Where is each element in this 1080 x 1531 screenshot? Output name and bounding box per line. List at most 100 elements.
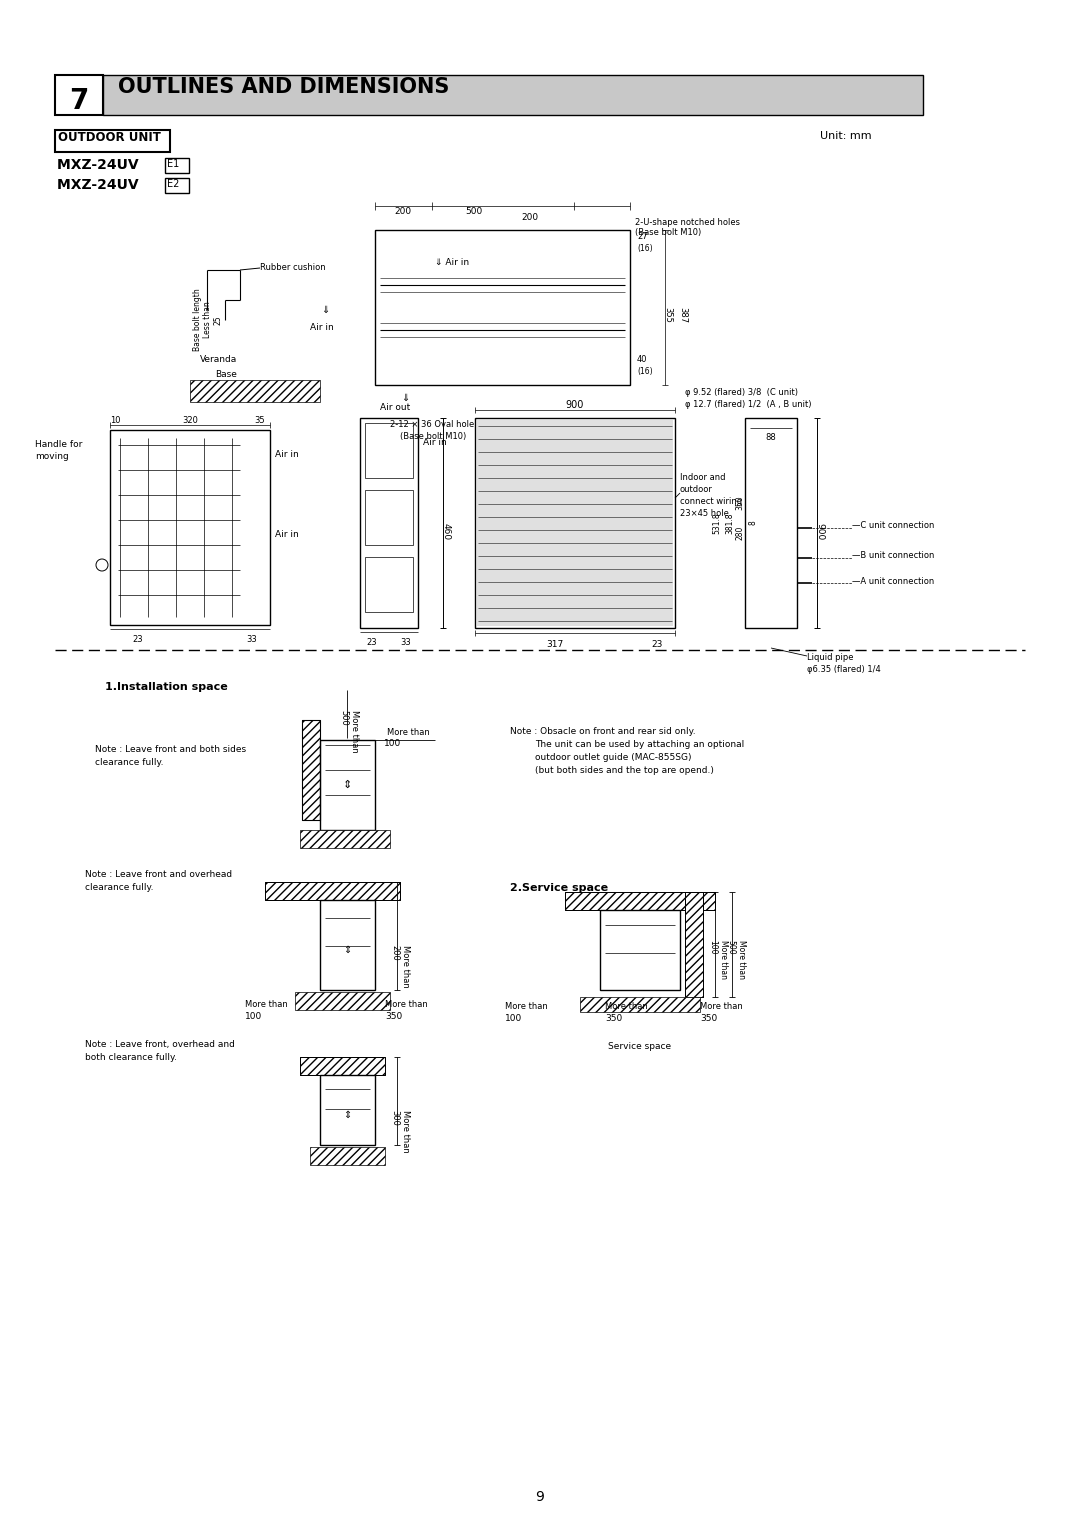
Text: outdoor outlet guide (MAC-855SG): outdoor outlet guide (MAC-855SG) xyxy=(535,753,691,762)
Bar xyxy=(745,418,797,628)
Text: —C unit connection: —C unit connection xyxy=(852,522,934,531)
Bar xyxy=(360,418,418,628)
Text: —B unit connection: —B unit connection xyxy=(852,551,934,560)
Text: 1.Installation space: 1.Installation space xyxy=(105,681,228,692)
Text: ⇓ Air in: ⇓ Air in xyxy=(435,259,469,266)
Text: 23: 23 xyxy=(651,640,663,649)
Text: 200: 200 xyxy=(394,208,411,216)
Text: 100: 100 xyxy=(245,1012,262,1021)
Text: MXZ-24UV: MXZ-24UV xyxy=(57,178,148,191)
Text: The unit can be used by attaching an optional: The unit can be used by attaching an opt… xyxy=(535,739,744,749)
Bar xyxy=(580,997,700,1012)
Text: 33: 33 xyxy=(401,638,411,648)
Text: 531.8: 531.8 xyxy=(713,513,721,534)
Bar xyxy=(165,158,189,173)
Text: 387: 387 xyxy=(678,308,688,323)
Text: 23×45 hole: 23×45 hole xyxy=(680,508,729,517)
Bar xyxy=(103,75,923,115)
Bar xyxy=(365,423,413,478)
Text: 2-12 × 36 Oval hole: 2-12 × 36 Oval hole xyxy=(390,419,474,429)
Text: clearance fully.: clearance fully. xyxy=(95,758,163,767)
Text: More than: More than xyxy=(384,1000,428,1009)
Text: MXZ-24UV: MXZ-24UV xyxy=(57,158,148,171)
Text: Base bolt length
Less than
25: Base bolt length Less than 25 xyxy=(193,289,222,352)
Text: 8: 8 xyxy=(748,521,757,525)
Text: (16): (16) xyxy=(637,243,652,253)
Text: Air in: Air in xyxy=(423,438,447,447)
Bar xyxy=(300,1056,384,1075)
Text: 350: 350 xyxy=(605,1014,622,1023)
Text: Air in: Air in xyxy=(275,530,299,539)
Text: moving: moving xyxy=(35,452,69,461)
Text: 317: 317 xyxy=(546,640,564,649)
Text: More than
100: More than 100 xyxy=(708,940,728,978)
Text: 23: 23 xyxy=(133,635,144,645)
Text: Service space: Service space xyxy=(608,1043,672,1050)
Text: 200: 200 xyxy=(522,213,539,222)
Bar xyxy=(375,230,630,384)
Text: More than
300: More than 300 xyxy=(390,1110,409,1153)
Text: 27: 27 xyxy=(637,233,648,240)
Text: —A unit connection: —A unit connection xyxy=(852,577,934,585)
Text: 350: 350 xyxy=(384,1012,402,1021)
Text: ⇓: ⇓ xyxy=(321,305,329,315)
Text: More than
200: More than 200 xyxy=(390,945,409,987)
Text: Indoor and: Indoor and xyxy=(680,473,726,482)
Text: Air in: Air in xyxy=(310,323,334,332)
Text: 2.Service space: 2.Service space xyxy=(510,883,608,893)
Bar xyxy=(265,882,400,900)
Text: 33: 33 xyxy=(246,635,257,645)
Text: More than: More than xyxy=(387,729,430,736)
Text: φ 9.52 (flared) 3/8  (C unit): φ 9.52 (flared) 3/8 (C unit) xyxy=(685,387,798,397)
Text: clearance fully.: clearance fully. xyxy=(85,883,153,893)
Text: ⇕: ⇕ xyxy=(343,1110,351,1121)
Text: OUTDOOR UNIT: OUTDOOR UNIT xyxy=(58,132,161,144)
Text: 381.8: 381.8 xyxy=(726,513,734,534)
Bar xyxy=(685,893,703,997)
Text: φ 12.7 (flared) 1/2  (A , B unit): φ 12.7 (flared) 1/2 (A , B unit) xyxy=(685,400,811,409)
Text: More than
500: More than 500 xyxy=(726,940,745,978)
Text: More than: More than xyxy=(245,1000,287,1009)
Bar xyxy=(365,557,413,612)
Bar xyxy=(302,720,320,821)
Bar xyxy=(565,893,715,909)
Text: 35: 35 xyxy=(255,416,266,426)
Text: 10: 10 xyxy=(110,416,120,426)
Text: Air in: Air in xyxy=(275,450,299,459)
Text: Base: Base xyxy=(215,371,237,380)
Text: E1: E1 xyxy=(167,159,179,168)
Text: (Base bolt M10): (Base bolt M10) xyxy=(635,228,701,237)
Text: Veranda: Veranda xyxy=(200,355,238,364)
Bar xyxy=(110,430,270,625)
Text: Note : Leave front, overhead and: Note : Leave front, overhead and xyxy=(85,1040,234,1049)
Text: connect wiring: connect wiring xyxy=(680,498,742,507)
Text: Air out: Air out xyxy=(380,403,410,412)
Text: 40: 40 xyxy=(637,355,648,364)
Bar xyxy=(165,178,189,193)
Bar xyxy=(310,1147,384,1165)
Bar xyxy=(320,1075,375,1145)
Text: More than
500: More than 500 xyxy=(339,710,359,753)
Bar xyxy=(300,830,390,848)
Text: Note : Leave front and overhead: Note : Leave front and overhead xyxy=(85,870,232,879)
Text: ⇓: ⇓ xyxy=(401,393,409,403)
Bar xyxy=(190,380,320,403)
Text: Note : Obsacle on front and rear sid only.: Note : Obsacle on front and rear sid onl… xyxy=(510,727,696,736)
Bar xyxy=(265,882,400,900)
Text: ⇕: ⇕ xyxy=(343,945,351,955)
Text: 900: 900 xyxy=(566,400,584,410)
Text: ⇕: ⇕ xyxy=(342,779,352,790)
Bar xyxy=(365,490,413,545)
Text: 355: 355 xyxy=(663,308,673,323)
Text: 350: 350 xyxy=(700,1014,717,1023)
Bar xyxy=(55,75,103,115)
Text: 280: 280 xyxy=(735,525,744,540)
Text: (16): (16) xyxy=(637,367,652,377)
Text: outdoor: outdoor xyxy=(680,485,713,495)
Text: Rubber cushion: Rubber cushion xyxy=(260,263,326,273)
Bar xyxy=(302,720,320,821)
Bar xyxy=(565,893,715,909)
Bar xyxy=(475,418,675,628)
Bar xyxy=(55,130,170,152)
Text: Handle for: Handle for xyxy=(35,439,82,449)
